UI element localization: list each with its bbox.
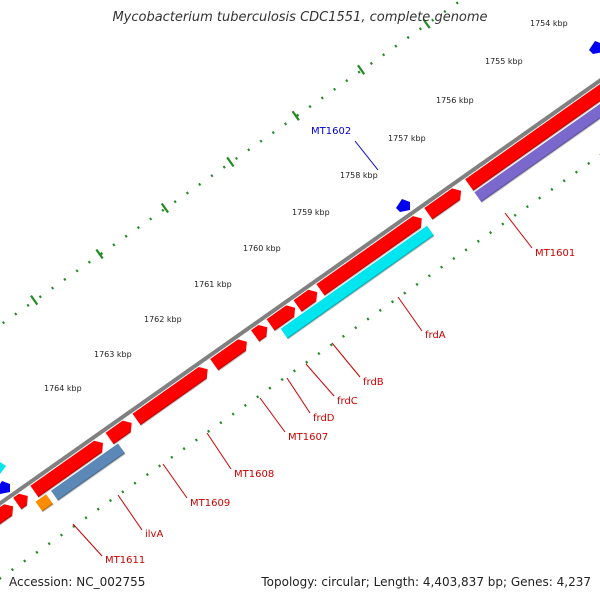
gene-label-frdC: frdC bbox=[337, 396, 358, 407]
gene-label-MT1611: MT1611 bbox=[105, 555, 145, 566]
backbone-line bbox=[0, 78, 600, 506]
cds-frdA bbox=[316, 216, 422, 297]
ruler-label-7: 1761 kbp bbox=[194, 280, 232, 289]
gene-leader-2 bbox=[397, 296, 423, 332]
map-title: Mycobacterium tuberculosis CDC1551, comp… bbox=[112, 10, 488, 25]
gene-leader-10 bbox=[72, 523, 103, 557]
ruler-label-1: 1755 kbp bbox=[485, 57, 523, 66]
feature-MT1602 bbox=[396, 199, 410, 212]
cds-MT1601 bbox=[465, 84, 600, 192]
accession-label: Accession: NC_002755 bbox=[9, 575, 146, 589]
ruler-label-5: 1759 kbp bbox=[292, 208, 330, 217]
gene-leader-6 bbox=[259, 397, 286, 433]
ruler-label-6: 1760 kbp bbox=[243, 244, 281, 253]
gene-label-frdD: frdD bbox=[313, 413, 335, 424]
gene-label-MT1609: MT1609 bbox=[190, 498, 230, 509]
ruler-label-4: 1758 kbp bbox=[340, 171, 378, 180]
gene-leader-5 bbox=[286, 377, 311, 414]
gene-leader-8 bbox=[162, 463, 188, 499]
cds-MT1607 bbox=[210, 339, 247, 372]
ruler-label-2: 1756 kbp bbox=[436, 96, 474, 105]
cds-MT1601b bbox=[424, 188, 462, 221]
gene-label-MT1601: MT1601 bbox=[535, 248, 575, 259]
ruler-major-ticks bbox=[30, 18, 431, 306]
gene-leader-7 bbox=[206, 432, 232, 470]
feature-MT1611 bbox=[35, 494, 54, 513]
ruler-label-3: 1757 kbp bbox=[388, 134, 426, 143]
cds-ilvA bbox=[30, 440, 103, 498]
gene-label-ilvA: ilvA bbox=[145, 529, 163, 540]
cds-MT1609 bbox=[105, 420, 132, 445]
feature-ilvA bbox=[51, 443, 126, 502]
cds-frdC bbox=[266, 305, 296, 332]
cds-MT1608 bbox=[132, 367, 208, 426]
feature-MT1601 bbox=[474, 103, 600, 203]
cds-frdB bbox=[293, 289, 318, 313]
feature-edge-top bbox=[589, 41, 600, 54]
ruler-label-8: 1762 kbp bbox=[144, 315, 182, 324]
gene-leader-9 bbox=[117, 494, 143, 531]
gene-leader-0 bbox=[354, 140, 379, 171]
outer-ruler-dots bbox=[1, 1, 459, 325]
cds-MT1611a bbox=[13, 493, 28, 511]
gene-leader-3 bbox=[331, 342, 361, 378]
genome-summary-label: Topology: circular; Length: 4,403,837 bp… bbox=[261, 575, 591, 589]
ruler-label-9: 1763 kbp bbox=[94, 350, 132, 359]
gene-label-MT1602: MT1602 bbox=[311, 126, 351, 137]
feature-edge-left bbox=[0, 481, 10, 494]
gene-label-frdB: frdB bbox=[363, 377, 384, 388]
ruler-label-10: 1764 kbp bbox=[44, 384, 82, 393]
gene-leader-4 bbox=[305, 363, 335, 397]
feature-edge-cyan bbox=[0, 462, 6, 474]
feature-frdA bbox=[280, 225, 435, 340]
gene-label-MT1607: MT1607 bbox=[288, 432, 328, 443]
inner-ruler-dots bbox=[0, 153, 600, 580]
gene-label-MT1608: MT1608 bbox=[234, 469, 274, 480]
cds-frdD bbox=[251, 325, 268, 343]
cds-MT1611b bbox=[0, 504, 14, 526]
ruler-label-0: 1754 kbp bbox=[530, 19, 568, 28]
gene-label-frdA: frdA bbox=[425, 330, 446, 341]
ruler-labels: 1754 kbp 1755 kbp 1756 kbp 1757 kbp 1758 kbp… bbox=[44, 19, 568, 393]
gene-leader-1 bbox=[504, 212, 533, 249]
